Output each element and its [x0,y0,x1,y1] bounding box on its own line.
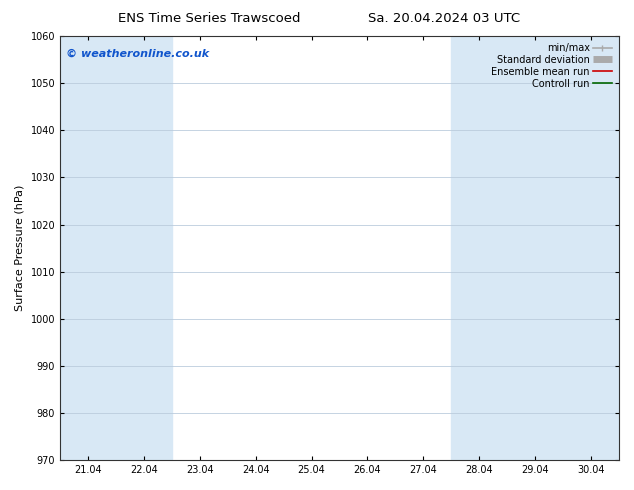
Legend: min/max, Standard deviation, Ensemble mean run, Controll run: min/max, Standard deviation, Ensemble me… [489,41,614,91]
Y-axis label: Surface Pressure (hPa): Surface Pressure (hPa) [15,185,25,311]
Text: © weatheronline.co.uk: © weatheronline.co.uk [66,49,209,59]
Bar [563,36,619,460]
Text: ENS Time Series Trawscoed: ENS Time Series Trawscoed [118,12,301,25]
Bar [451,36,507,460]
Text: Sa. 20.04.2024 03 UTC: Sa. 20.04.2024 03 UTC [368,12,520,25]
Bar [60,36,116,460]
Bar [507,36,563,460]
Bar [116,36,172,460]
